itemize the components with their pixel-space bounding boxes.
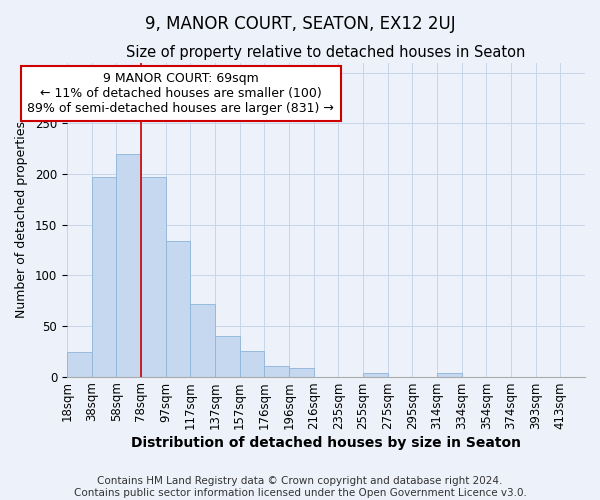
Text: 9, MANOR COURT, SEATON, EX12 2UJ: 9, MANOR COURT, SEATON, EX12 2UJ <box>145 15 455 33</box>
Bar <box>116 154 141 376</box>
Bar <box>289 368 314 376</box>
Title: Size of property relative to detached houses in Seaton: Size of property relative to detached ho… <box>126 45 526 60</box>
X-axis label: Distribution of detached houses by size in Seaton: Distribution of detached houses by size … <box>131 436 521 450</box>
Bar <box>92 177 116 376</box>
Bar <box>190 304 215 376</box>
Bar <box>437 372 461 376</box>
Bar <box>239 351 264 376</box>
Bar <box>215 336 239 376</box>
Bar <box>166 241 190 376</box>
Bar <box>363 372 388 376</box>
Bar <box>141 177 166 376</box>
Y-axis label: Number of detached properties: Number of detached properties <box>15 121 28 318</box>
Bar <box>264 366 289 376</box>
Text: Contains HM Land Registry data © Crown copyright and database right 2024.
Contai: Contains HM Land Registry data © Crown c… <box>74 476 526 498</box>
Text: 9 MANOR COURT: 69sqm
← 11% of detached houses are smaller (100)
89% of semi-deta: 9 MANOR COURT: 69sqm ← 11% of detached h… <box>28 72 334 115</box>
Bar <box>67 352 92 376</box>
